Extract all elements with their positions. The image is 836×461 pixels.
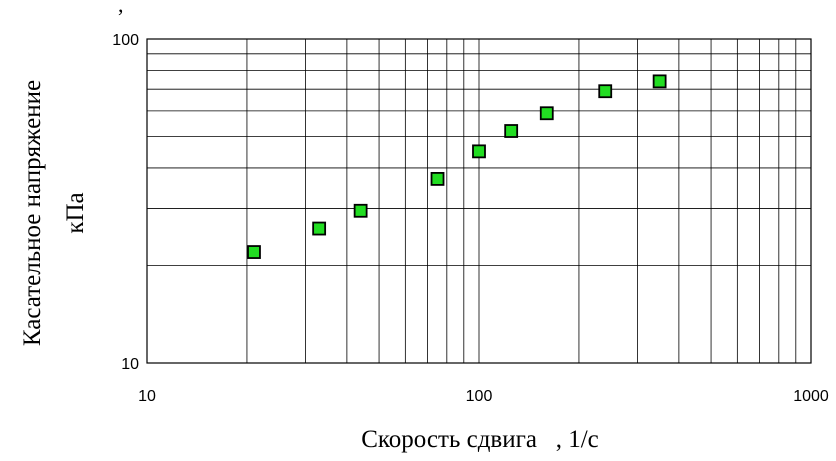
data-point: [353, 203, 368, 218]
y-axis-title-line2: кПа: [62, 192, 89, 233]
data-point: [247, 245, 261, 259]
grid: [146, 39, 812, 363]
y-tick-label: 100: [112, 32, 139, 49]
data-point: [539, 106, 554, 121]
x-tick-label: 10: [138, 388, 156, 405]
data-point: [430, 172, 445, 186]
x-tick-label: 100: [466, 388, 493, 405]
plot-area-border: [146, 38, 812, 364]
data-point: [312, 221, 327, 236]
data-point: [652, 74, 667, 89]
y-tick-label: 10: [121, 356, 139, 373]
data-point: [598, 84, 613, 99]
tick-labels: 10 100 1000 10 100: [112, 32, 829, 405]
x-tick-label: 1000: [793, 388, 829, 405]
corner-mark: ,: [118, 0, 124, 17]
data-point: [504, 124, 519, 138]
data-points: [247, 74, 667, 259]
x-axis-title: Скорость сдвига , 1/с: [361, 426, 599, 453]
data-point: [472, 144, 486, 159]
y-axis-title-line1: Касательное напряжение: [19, 80, 46, 346]
